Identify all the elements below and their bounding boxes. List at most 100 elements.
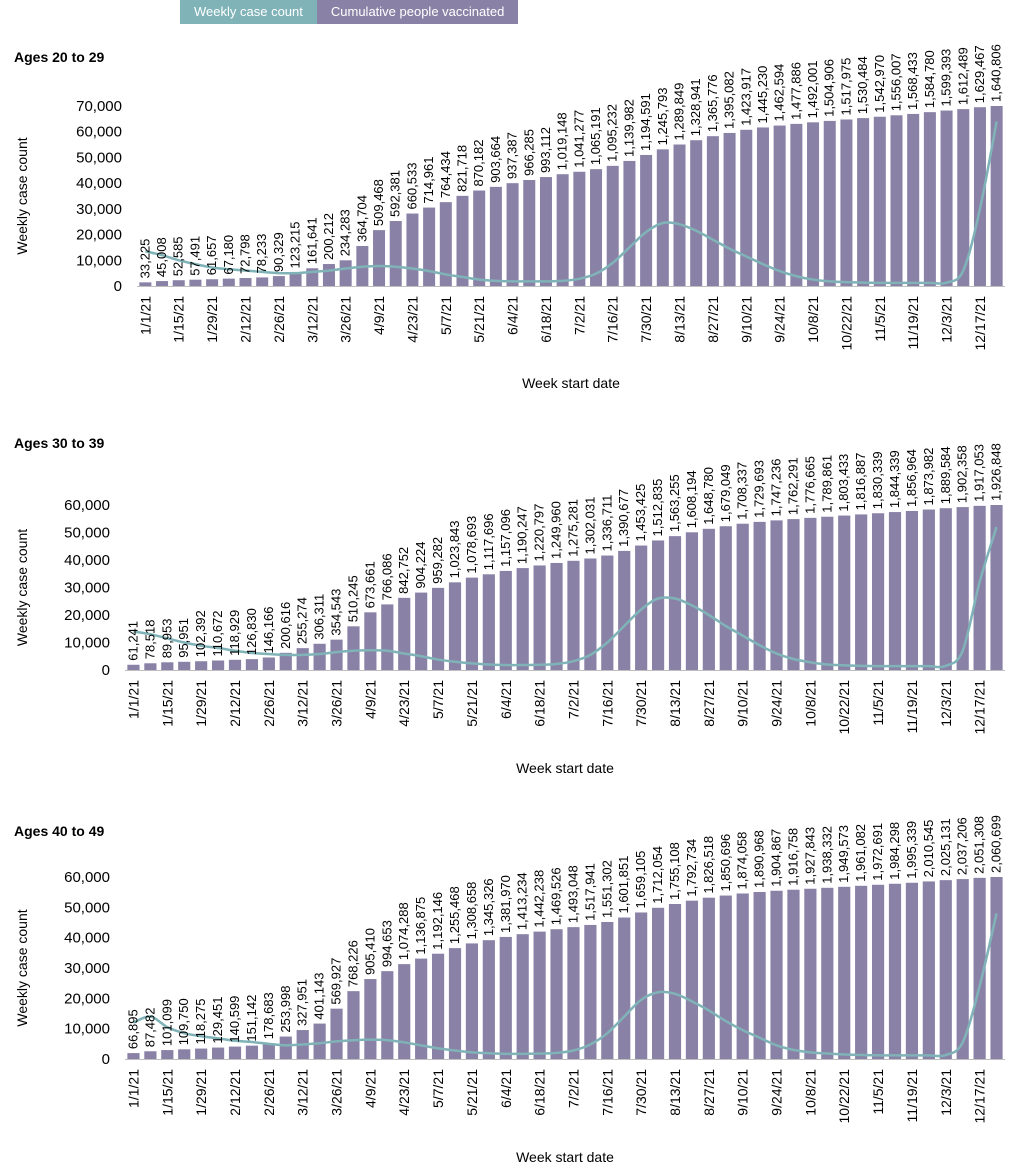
vaccinated-bar <box>623 160 636 286</box>
vaccinated-bar <box>770 890 783 1059</box>
bar-data-label: 1,289,849 <box>672 83 687 141</box>
bar-data-label: 1,041,277 <box>571 110 586 168</box>
bar-data-label: 1,629,467 <box>972 45 987 103</box>
x-tick-label: 6/18/21 <box>532 1069 548 1116</box>
bar-data-label: 937,387 <box>505 132 520 179</box>
bar-data-label: 1,755,108 <box>667 842 682 900</box>
x-tick-label: 4/9/21 <box>371 296 387 335</box>
vaccinated-bar <box>905 882 919 1059</box>
bar-data-label: 109,750 <box>176 998 191 1045</box>
vaccinated-bar <box>364 612 377 670</box>
vaccinated-bar <box>482 940 495 1059</box>
bar-data-label: 904,224 <box>413 542 428 589</box>
vaccinated-bar <box>838 515 851 670</box>
vaccinated-bar <box>871 884 885 1059</box>
bar-data-label: 1,601,851 <box>616 856 631 914</box>
vaccinated-bar <box>651 907 665 1059</box>
x-tick-label: 12/3/21 <box>938 1069 954 1116</box>
y-tick-label: 0 <box>114 278 122 295</box>
bar-data-label: 1,961,082 <box>853 824 868 882</box>
vaccinated-bar <box>590 169 603 286</box>
vaccinated-bar <box>857 118 870 286</box>
bar-data-label: 1,413,234 <box>515 872 530 930</box>
bar-data-label: 1,844,339 <box>887 450 902 508</box>
x-tick-label: 3/26/21 <box>329 1069 345 1116</box>
weekly-case-line <box>132 913 998 1058</box>
bar-data-label: 1,220,797 <box>532 504 547 562</box>
chart-title: Ages 20 to 29 <box>14 49 104 65</box>
x-tick-label: 12/3/21 <box>938 680 954 727</box>
bar-data-label: 1,708,337 <box>735 462 750 520</box>
bar-data-label: 1,568,433 <box>905 52 920 110</box>
vaccinated-bar <box>195 661 208 670</box>
x-tick-label: 3/26/21 <box>338 296 354 343</box>
bar-data-label: 123,215 <box>288 221 303 268</box>
x-tick-label: 3/12/21 <box>295 680 311 727</box>
chart-legend: Weekly case count Cumulative people vacc… <box>180 0 519 24</box>
vaccinated-bar <box>685 900 699 1059</box>
bar-data-label: 1,442,238 <box>532 870 547 928</box>
bar-data-label: 327,951 <box>295 979 310 1026</box>
bar-data-label: 1,477,886 <box>788 62 803 120</box>
vaccinated-bar <box>523 179 536 286</box>
x-tick-label: 5/21/21 <box>464 1069 480 1116</box>
vaccinated-bar <box>313 1023 326 1059</box>
vaccinated-bar <box>787 889 800 1059</box>
vaccinated-bar <box>923 112 936 286</box>
y-tick-label: 60,000 <box>64 869 110 886</box>
vaccinated-bar <box>821 887 834 1059</box>
bar-data-label: 78,518 <box>142 620 157 660</box>
x-tick-label: 4/23/21 <box>396 1069 412 1116</box>
vaccinated-bar <box>245 659 259 670</box>
x-tick-label: 4/23/21 <box>404 296 420 343</box>
bar-data-label: 1,563,255 <box>667 474 682 532</box>
vaccinated-bar <box>723 132 736 286</box>
vaccinated-bar <box>406 213 419 286</box>
bar-data-label: 1,679,049 <box>718 464 733 522</box>
vaccinated-bar <box>211 1047 225 1059</box>
bar-data-label: 905,410 <box>362 928 377 975</box>
x-tick-label: 4/23/21 <box>396 680 412 727</box>
vaccinated-bar <box>635 545 648 670</box>
bar-data-label: 1,995,339 <box>904 821 919 879</box>
bar-data-label: 1,512,835 <box>650 479 665 537</box>
bar-data-label: 1,423,917 <box>738 68 753 126</box>
vaccinated-bar <box>756 127 769 287</box>
bar-data-label: 1,890,968 <box>752 830 767 888</box>
x-tick-label: 6/4/21 <box>505 296 521 335</box>
vaccinated-bar <box>373 230 386 286</box>
vaccinated-bar <box>228 659 242 670</box>
vaccinated-bar <box>706 136 719 286</box>
vaccinated-bar <box>506 183 519 286</box>
x-tick-label: 10/8/21 <box>802 680 818 727</box>
x-tick-label: 12/3/21 <box>939 296 955 343</box>
vaccinated-bar <box>753 891 766 1059</box>
x-tick-label: 4/9/21 <box>362 680 378 719</box>
bar-data-label: 1,762,291 <box>785 457 800 515</box>
bar-data-label: 903,664 <box>488 136 503 183</box>
x-tick-label: 3/12/21 <box>295 1069 311 1116</box>
bar-data-label: 1,850,696 <box>718 834 733 892</box>
y-tick-label: 40,000 <box>64 552 110 569</box>
vaccinated-bar <box>939 508 952 670</box>
vaccinated-bar <box>398 597 411 670</box>
vaccinated-bar <box>415 958 428 1059</box>
x-tick-label: 10/22/21 <box>836 680 852 735</box>
bar-data-label: 306,311 <box>312 594 327 640</box>
vaccinated-bar <box>973 107 986 286</box>
bar-data-label: 129,451 <box>210 997 225 1044</box>
x-tick-label: 7/2/21 <box>565 1069 581 1108</box>
bar-data-label: 57,491 <box>187 236 202 276</box>
bar-data-label: 510,245 <box>345 575 360 622</box>
x-tick-label: 8/27/21 <box>705 296 721 343</box>
x-tick-label: 11/19/21 <box>905 296 921 350</box>
x-tick-label: 1/1/21 <box>125 1069 141 1108</box>
x-tick-label: 11/5/21 <box>870 680 886 726</box>
bar-data-label: 1,308,658 <box>464 882 479 940</box>
vaccinated-bar <box>448 948 462 1059</box>
bar-data-label: 1,255,468 <box>447 886 462 944</box>
vaccinated-bar <box>262 1043 275 1059</box>
vaccinated-bar <box>922 509 935 670</box>
vaccinated-bar <box>398 964 411 1059</box>
y-tick-label: 30,000 <box>76 201 122 218</box>
